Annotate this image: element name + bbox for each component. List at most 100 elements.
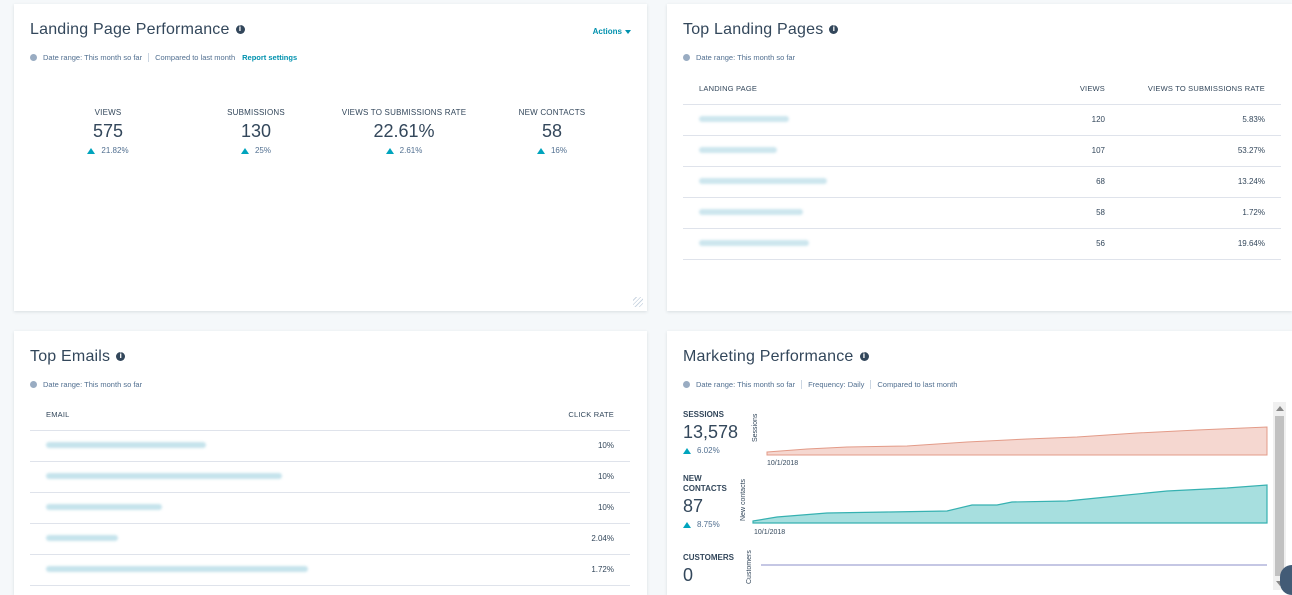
click-rate-cell: 10%: [510, 461, 630, 493]
kpi-value: 575: [92, 121, 124, 141]
landing-page-link[interactable]: [699, 116, 789, 122]
email-link[interactable]: [46, 504, 162, 510]
kpi-submissions: SUBMISSIONS 130 25%: [181, 108, 331, 155]
kpi-new-contacts: NEW CONTACTS 58 16%: [477, 108, 627, 155]
emails-table: EMAIL CLICK RATE 10% 10% 10% 2.04% 1.72%: [30, 399, 630, 586]
date-range: Date range: This month so far: [43, 380, 143, 389]
column-header-email[interactable]: EMAIL: [30, 399, 510, 431]
scroll-up-icon[interactable]: [1276, 406, 1284, 411]
caret-down-icon: [625, 29, 631, 34]
email-link[interactable]: [46, 473, 282, 479]
kpi-label: VIEWS TO SUBMISSIONS RATE: [341, 108, 467, 117]
rate-cell: 13.24%: [1121, 166, 1281, 198]
kpi-delta: 25%: [181, 146, 331, 155]
report-meta: Date range: This month so far Frequency:…: [683, 380, 957, 389]
metric-delta: 6.02%: [683, 446, 738, 455]
column-header-landing-page[interactable]: LANDING PAGE: [683, 73, 1021, 105]
views-cell: 107: [1021, 135, 1121, 167]
sessions-area: [766, 426, 1268, 456]
kpi-value: 58: [541, 121, 563, 141]
trend-up-icon: [683, 447, 691, 454]
rate-cell: 5.83%: [1121, 104, 1281, 136]
kpi-delta: 2.61%: [329, 146, 479, 155]
comparison: Compared to last month: [877, 380, 958, 389]
kpi-value: 22.61%: [373, 121, 435, 141]
table-row: 120 5.83%: [683, 104, 1281, 136]
date-range: Date range: This month so far: [696, 380, 796, 389]
date-range: Date range: This month so far: [43, 53, 143, 62]
table-header: EMAIL CLICK RATE: [30, 399, 630, 431]
info-icon[interactable]: i: [116, 352, 126, 362]
table-row: 58 1.72%: [683, 197, 1281, 229]
email-link[interactable]: [46, 442, 206, 448]
date-range: Date range: This month so far: [696, 53, 796, 62]
landing-page-link[interactable]: [699, 147, 777, 153]
marketing-performance-title: Marketing Performance i: [683, 348, 869, 366]
table-row: 2.04%: [30, 523, 630, 555]
contacts-chart: [752, 484, 1268, 524]
divider: [801, 380, 803, 389]
metric-new-contacts: NEW CONTACTS 87 8.75%: [683, 474, 727, 529]
views-cell: 120: [1021, 104, 1121, 136]
info-icon: [30, 381, 37, 388]
info-icon: [683, 54, 690, 61]
report-settings-link[interactable]: Report settings: [242, 53, 298, 62]
kpi-label: NEW CONTACTS: [518, 108, 586, 117]
trend-up-icon: [385, 147, 394, 154]
metric-value: 13,578: [683, 422, 739, 442]
table-row: 68 13.24%: [683, 166, 1281, 198]
landing-page-performance-title: Landing Page Performance i: [30, 21, 245, 39]
marketing-sparklines: [752, 426, 1268, 566]
actions-dropdown[interactable]: Actions: [593, 27, 631, 36]
info-icon[interactable]: i: [829, 25, 839, 35]
report-meta: Date range: This month so far: [683, 53, 795, 62]
trend-up-icon: [240, 147, 249, 154]
metric-delta: 8.75%: [683, 520, 727, 529]
metric-value: 0: [683, 565, 694, 585]
report-meta: Date range: This month so far: [30, 380, 142, 389]
views-cell: 68: [1021, 166, 1121, 198]
scrollbar[interactable]: [1273, 402, 1286, 590]
top-landing-pages-card: Top Landing Pages i Date range: This mont…: [667, 4, 1292, 311]
table-row: 10%: [30, 430, 630, 462]
rate-cell: 1.72%: [1121, 197, 1281, 229]
landing-page-link[interactable]: [699, 240, 809, 246]
top-emails-card: Top Emails i Date range: This month so fa…: [14, 331, 647, 595]
top-emails-title: Top Emails i: [30, 348, 126, 366]
resize-handle-icon[interactable]: [633, 297, 643, 307]
email-link[interactable]: [46, 566, 308, 572]
landing-page-link[interactable]: [699, 209, 803, 215]
comparison: Compared to last month: [155, 53, 236, 62]
contacts-date-label: 10/1/2018: [754, 529, 786, 536]
table-header: LANDING PAGE VIEWS VIEWS TO SUBMISSIONS …: [683, 73, 1281, 105]
email-link[interactable]: [46, 535, 118, 541]
landing-pages-table: LANDING PAGE VIEWS VIEWS TO SUBMISSIONS …: [683, 73, 1281, 260]
column-header-views[interactable]: VIEWS: [1021, 73, 1121, 105]
column-header-click-rate[interactable]: CLICK RATE: [510, 399, 630, 431]
top-landing-pages-title: Top Landing Pages i: [683, 21, 839, 39]
metric-value: 87: [683, 496, 704, 516]
divider: [148, 53, 150, 62]
chat-widget-icon[interactable]: [1280, 565, 1292, 595]
sessions-chart: [766, 426, 1268, 456]
info-icon[interactable]: i: [859, 352, 869, 362]
rate-cell: 53.27%: [1121, 135, 1281, 167]
frequency: Frequency: Daily: [808, 380, 865, 389]
click-rate-cell: 2.04%: [510, 523, 630, 555]
scrollbar-thumb[interactable]: [1275, 416, 1284, 576]
metric-label: CUSTOMERS: [683, 553, 734, 562]
table-row: 107 53.27%: [683, 135, 1281, 167]
kpi-delta: 21.82%: [33, 146, 183, 155]
info-icon: [683, 381, 690, 388]
metric-customers: CUSTOMERS 0: [683, 553, 734, 586]
landing-page-link[interactable]: [699, 178, 827, 184]
views-cell: 56: [1021, 228, 1121, 260]
click-rate-cell: 10%: [510, 492, 630, 524]
info-icon[interactable]: i: [235, 25, 245, 35]
table-row: 1.72%: [30, 554, 630, 586]
kpi-delta: 16%: [477, 146, 627, 155]
trend-up-icon: [536, 147, 545, 154]
metric-label: SESSIONS: [683, 410, 724, 419]
column-header-rate[interactable]: VIEWS TO SUBMISSIONS RATE: [1121, 73, 1281, 105]
views-cell: 58: [1021, 197, 1121, 229]
